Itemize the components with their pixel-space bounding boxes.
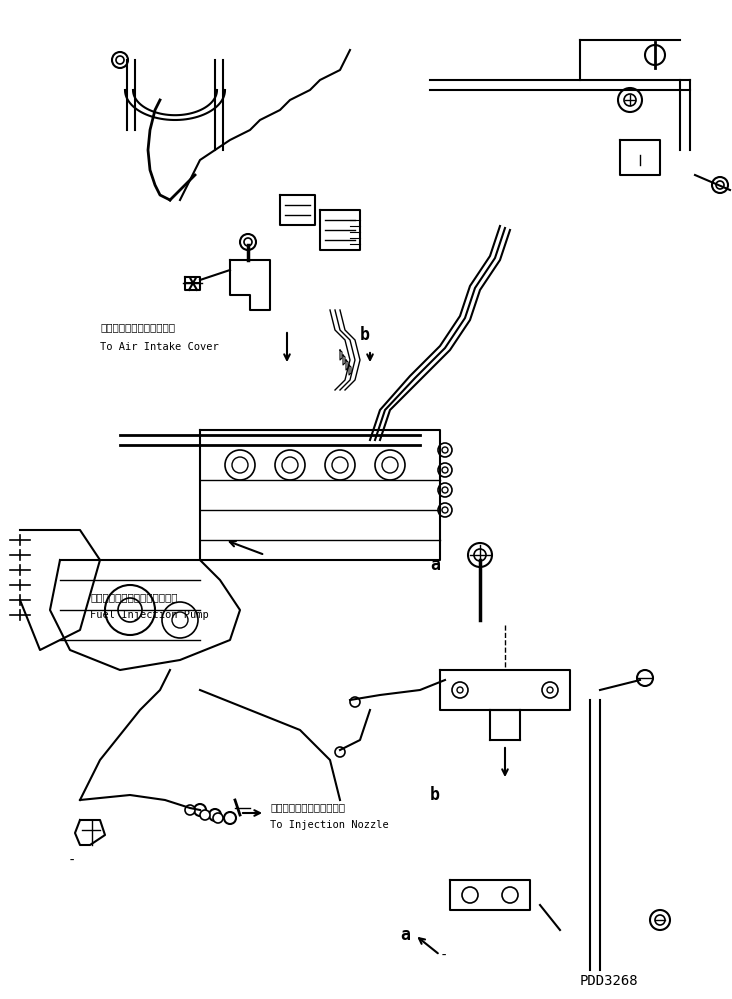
- Circle shape: [637, 670, 653, 686]
- Circle shape: [462, 887, 478, 903]
- Text: To Injection Nozzle: To Injection Nozzle: [270, 820, 389, 830]
- Text: インジェクションノズルへ: インジェクションノズルへ: [270, 802, 345, 812]
- Circle shape: [442, 467, 448, 473]
- Text: To Air Intake Cover: To Air Intake Cover: [100, 342, 219, 352]
- Circle shape: [716, 181, 724, 189]
- Text: Fuel Injection Pump: Fuel Injection Pump: [90, 610, 209, 620]
- Text: b: b: [430, 786, 440, 804]
- Circle shape: [474, 549, 486, 561]
- Circle shape: [194, 804, 206, 816]
- Circle shape: [624, 94, 636, 106]
- Circle shape: [172, 612, 188, 628]
- Circle shape: [375, 450, 405, 480]
- Circle shape: [118, 598, 142, 622]
- Circle shape: [224, 812, 236, 824]
- Circle shape: [618, 88, 642, 112]
- Circle shape: [438, 503, 452, 517]
- Circle shape: [442, 447, 448, 453]
- Circle shape: [282, 457, 298, 473]
- Circle shape: [162, 602, 198, 638]
- Text: エアーインテークカバーヘ: エアーインテークカバーヘ: [100, 322, 175, 332]
- Circle shape: [112, 52, 128, 68]
- Circle shape: [457, 687, 463, 693]
- Circle shape: [468, 543, 492, 567]
- Circle shape: [438, 443, 452, 457]
- Circle shape: [350, 697, 360, 707]
- Circle shape: [275, 450, 305, 480]
- Text: -: -: [68, 854, 76, 868]
- Text: フェルインジェクションポンプ: フェルインジェクションポンプ: [90, 592, 177, 602]
- Circle shape: [225, 450, 255, 480]
- Circle shape: [442, 487, 448, 493]
- Circle shape: [116, 56, 124, 64]
- Circle shape: [232, 457, 248, 473]
- Circle shape: [502, 887, 518, 903]
- Circle shape: [332, 457, 348, 473]
- Circle shape: [547, 687, 553, 693]
- Circle shape: [209, 809, 221, 821]
- Text: a: a: [430, 556, 440, 574]
- Circle shape: [240, 234, 256, 250]
- Circle shape: [200, 810, 210, 820]
- Circle shape: [335, 747, 345, 757]
- Text: a: a: [400, 926, 410, 944]
- Circle shape: [213, 813, 223, 823]
- Text: PDD3268: PDD3268: [580, 974, 638, 988]
- Circle shape: [382, 457, 398, 473]
- Text: -: -: [440, 949, 449, 963]
- Circle shape: [325, 450, 355, 480]
- Circle shape: [712, 177, 728, 193]
- Text: b: b: [360, 326, 370, 344]
- Circle shape: [244, 238, 252, 246]
- Circle shape: [438, 463, 452, 477]
- Circle shape: [438, 483, 452, 497]
- Circle shape: [655, 915, 665, 925]
- Circle shape: [645, 45, 665, 65]
- Circle shape: [542, 682, 558, 698]
- Circle shape: [650, 910, 670, 930]
- Circle shape: [452, 682, 468, 698]
- Circle shape: [442, 507, 448, 513]
- Circle shape: [185, 805, 195, 815]
- Circle shape: [105, 585, 155, 635]
